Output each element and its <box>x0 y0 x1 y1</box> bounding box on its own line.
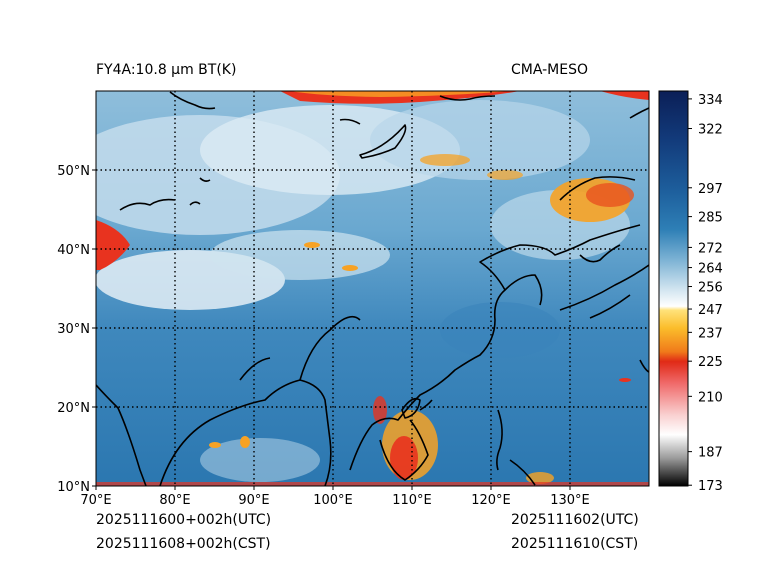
map-frame <box>95 90 650 487</box>
graticule-grid <box>96 91 649 486</box>
colorbar-tick-label: 297 <box>698 182 723 197</box>
colorbar-tick-label: 210 <box>698 390 723 405</box>
colorbar-gradient <box>659 91 688 486</box>
colorbar-ticks: 334 322 297 285 272 264 256 247 237 225 210 187 173 <box>688 93 723 494</box>
map-title-right: CMA-MESO <box>511 62 589 78</box>
colorbar-tick-label: 322 <box>698 123 723 138</box>
map-title-left: FY4A:10.8 µm BT(K) <box>96 62 237 78</box>
colorbar-tick-label: 225 <box>698 355 723 370</box>
init-time-utc: 2025111600+002h(UTC) <box>96 512 272 528</box>
lat-tick-label: 20°N <box>57 401 90 416</box>
satellite-imagery <box>96 91 649 486</box>
coastlines-borders <box>96 91 649 486</box>
colorbar: 334 322 297 285 272 264 256 247 237 225 210 187 173 <box>658 90 723 494</box>
lon-tick-label: 70°E <box>80 493 111 508</box>
colorbar-tick-label: 187 <box>698 446 723 461</box>
colorbar-tick-label: 272 <box>698 241 723 256</box>
lon-tick-label: 90°E <box>238 493 269 508</box>
lat-tick-label: 30°N <box>57 322 90 337</box>
cold-cloud-tops <box>96 91 649 486</box>
colorbar-tick-label: 173 <box>698 479 723 494</box>
lat-axis-ticks: 10°N 20°N 30°N 40°N 50°N <box>57 164 96 495</box>
colorbar-tick-label: 237 <box>698 326 723 341</box>
lon-tick-label: 100°E <box>313 493 353 508</box>
colorbar-frame <box>658 90 689 487</box>
colorbar-tick-label: 264 <box>698 262 723 277</box>
lat-tick-label: 40°N <box>57 243 90 258</box>
valid-time-utc: 2025111602(UTC) <box>511 512 639 528</box>
lon-axis-ticks: 70°E 80°E 90°E 100°E 110°E 120°E 130°E <box>80 486 590 508</box>
lon-tick-label: 80°E <box>159 493 190 508</box>
lon-tick-label: 120°E <box>471 493 511 508</box>
colorbar-tick-label: 285 <box>698 211 723 226</box>
lon-tick-label: 130°E <box>550 493 590 508</box>
lat-tick-label: 50°N <box>57 164 90 179</box>
valid-time-cst: 2025111610(CST) <box>511 536 639 552</box>
init-time-cst: 2025111608+002h(CST) <box>96 536 271 552</box>
cloud-layers <box>96 100 630 482</box>
lon-tick-label: 110°E <box>392 493 432 508</box>
colorbar-tick-label: 334 <box>698 93 723 108</box>
lat-tick-label: 10°N <box>57 480 90 495</box>
colorbar-tick-label: 247 <box>698 303 723 318</box>
colorbar-tick-label: 256 <box>698 281 723 296</box>
